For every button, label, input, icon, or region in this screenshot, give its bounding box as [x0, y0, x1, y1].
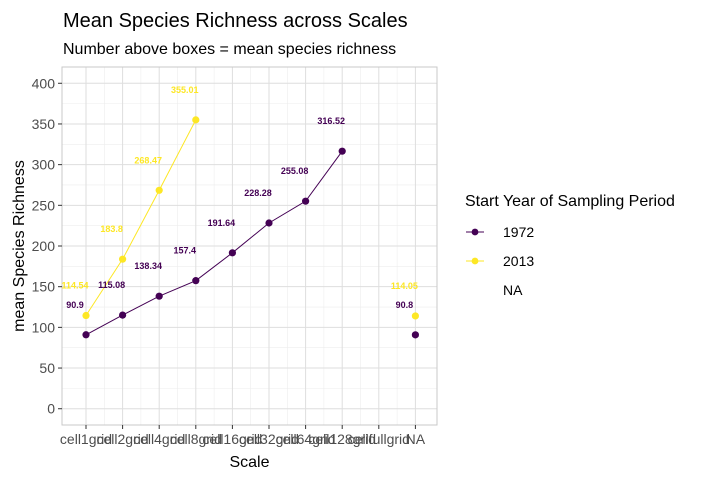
- x-tick-label: cell1grid: [60, 431, 112, 447]
- data-label-1972: 90.8: [396, 300, 414, 310]
- x-axis-title: Scale: [229, 454, 269, 471]
- y-tick-label: 0: [47, 401, 55, 417]
- data-point-1972: [338, 147, 346, 155]
- x-tick-label: cell8grid: [170, 431, 222, 447]
- legend-label: 1972: [503, 224, 534, 240]
- series-line-2013: [85, 119, 197, 316]
- y-tick-label: 50: [39, 360, 55, 376]
- data-point-1972: [411, 331, 419, 339]
- data-point-1972: [82, 331, 90, 339]
- series-layer: [82, 116, 419, 339]
- data-point-2013: [155, 186, 163, 194]
- chart-subtitle: Number above boxes = mean species richne…: [63, 41, 396, 58]
- data-point-2013: [411, 312, 419, 320]
- legend-title: Start Year of Sampling Period: [465, 193, 675, 210]
- data-label-1972: 138.34: [134, 261, 162, 271]
- data-point-1972: [228, 249, 236, 257]
- data-label-2013: 114.05: [391, 281, 418, 291]
- y-axis: 0 50 100 150 200 250 300 350 400: [32, 75, 62, 417]
- y-tick-label: 100: [32, 319, 56, 335]
- data-label-1972: 255.08: [281, 166, 309, 176]
- x-tick-label: cell128grid: [308, 431, 376, 447]
- data-label-1972: 316.52: [317, 116, 345, 126]
- data-point-2013: [192, 116, 200, 124]
- data-point-2013: [119, 255, 127, 263]
- data-label-2013: 183.8: [100, 224, 123, 234]
- y-tick-label: 400: [32, 75, 56, 91]
- data-point-2013: [82, 311, 90, 320]
- y-tick-label: 200: [32, 238, 56, 254]
- x-tick-label: cell2grid: [97, 431, 149, 447]
- x-tick-label: cell64grid: [276, 431, 336, 447]
- data-point-1972: [155, 292, 163, 300]
- plot-panel: 90.9 115.08 138.34 157.4 191.64 228.28 255.08 3…: [61, 66, 438, 426]
- y-axis-title: mean Species Richness: [11, 160, 28, 332]
- legend-item-1972: 1972: [466, 224, 534, 240]
- legend-key-point: [471, 228, 479, 236]
- x-axis: cell1gridcell2gridcell4gridcell8gridcell…: [60, 425, 426, 447]
- data-label-1972: 191.64: [208, 218, 236, 228]
- legend: Start Year of Sampling Period 1972 2013 NA: [465, 193, 675, 298]
- y-tick-label: 350: [32, 116, 56, 132]
- y-tick-label: 300: [32, 157, 56, 173]
- data-label-1972: 90.9: [66, 300, 84, 310]
- legend-item-2013: 2013: [466, 253, 534, 269]
- x-tick-label: NA: [406, 431, 426, 447]
- data-label-2013: 268.47: [134, 155, 162, 165]
- data-point-1972: [119, 311, 127, 319]
- data-point-1972: [192, 277, 200, 285]
- x-tick-label: cell32grid: [239, 431, 299, 447]
- data-label-1972: 228.28: [244, 188, 272, 198]
- y-tick-label: 250: [32, 197, 56, 213]
- series-1972: [82, 147, 419, 339]
- data-point-1972: [302, 197, 310, 205]
- data-labels: 90.9 115.08 138.34 157.4 191.64 228.28 255.08 3…: [61, 85, 417, 310]
- series-line-1972: [85, 150, 343, 336]
- legend-label: 2013: [503, 253, 534, 269]
- legend-label: NA: [503, 282, 523, 298]
- legend-items: 1972 2013 NA: [466, 224, 534, 298]
- data-point-1972: [265, 219, 273, 227]
- y-tick-label: 150: [32, 279, 56, 295]
- chart-title: Mean Species Richness across Scales: [63, 10, 408, 32]
- grid-lines: [62, 67, 437, 425]
- data-label-2013: 114.54: [61, 281, 88, 291]
- x-tick-label: cell4grid: [133, 431, 185, 447]
- x-tick-label: cell16grid: [202, 431, 262, 447]
- data-label-1972: 157.4: [174, 246, 197, 256]
- data-label-1972: 115.08: [98, 280, 125, 290]
- legend-item-NA: NA: [503, 282, 523, 298]
- x-tick-label: cellfullgrid: [348, 431, 410, 447]
- data-label-2013: 355.01: [171, 85, 199, 95]
- legend-key-point: [471, 257, 479, 265]
- series-2013: [82, 116, 419, 320]
